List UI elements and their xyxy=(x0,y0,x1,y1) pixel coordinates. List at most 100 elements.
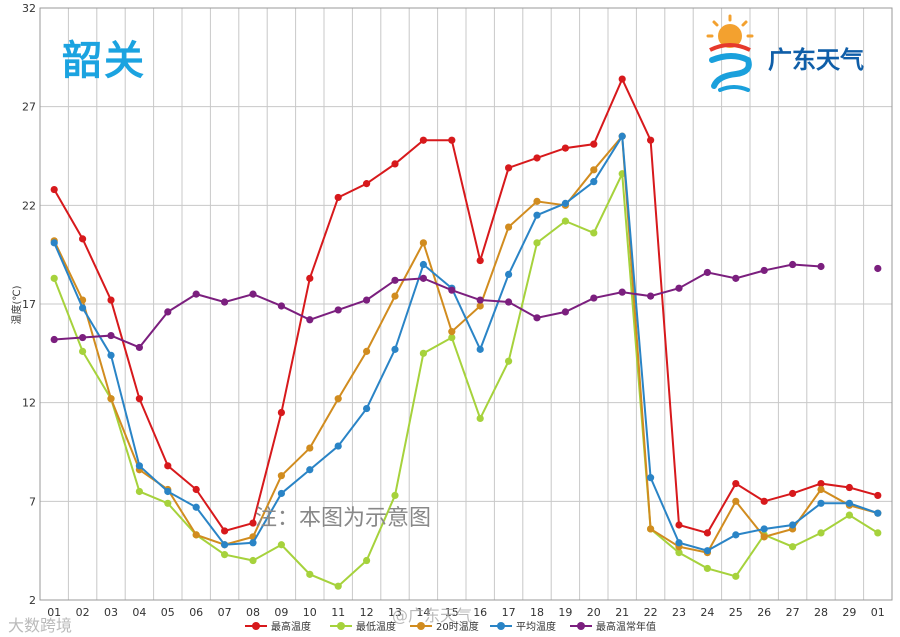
data-point xyxy=(590,229,598,237)
x-tick-label: 21 xyxy=(615,606,629,619)
x-tick-label: 01 xyxy=(871,606,885,619)
x-tick-label: 01 xyxy=(47,606,61,619)
data-point xyxy=(221,527,229,535)
x-tick-label: 06 xyxy=(189,606,203,619)
data-point xyxy=(448,136,456,144)
data-point xyxy=(334,442,342,450)
data-point xyxy=(277,302,285,310)
series-最高温度 xyxy=(50,75,882,537)
data-point xyxy=(561,199,570,207)
data-point xyxy=(505,298,513,306)
data-point xyxy=(561,308,570,316)
data-point xyxy=(107,296,115,304)
data-point xyxy=(448,286,456,294)
x-tick-label: 22 xyxy=(644,606,658,619)
data-point xyxy=(277,541,285,549)
data-point xyxy=(675,284,683,292)
data-point xyxy=(476,256,484,265)
data-point xyxy=(391,292,399,300)
data-point xyxy=(192,503,200,511)
data-point xyxy=(391,276,399,284)
data-point xyxy=(647,136,655,144)
data-point xyxy=(732,274,740,282)
brand-name: 广东天气 xyxy=(768,46,864,74)
data-point xyxy=(703,529,712,537)
data-point xyxy=(505,223,513,231)
data-point xyxy=(874,509,882,517)
legend-item: 最高温常年值 xyxy=(570,620,656,633)
y-axis-label: 温度(℃) xyxy=(10,285,23,324)
y-tick-label: 2 xyxy=(29,594,36,607)
data-point xyxy=(306,570,314,578)
data-point xyxy=(845,499,854,507)
x-tick-label: 12 xyxy=(360,606,374,619)
legend-marker xyxy=(497,622,505,630)
x-tick-label: 17 xyxy=(502,606,516,619)
data-point xyxy=(334,306,342,314)
x-tick-label: 20 xyxy=(587,606,601,619)
series-line xyxy=(54,263,822,349)
legend-label: 最低温度 xyxy=(356,620,396,633)
data-point xyxy=(590,294,598,302)
data-point xyxy=(135,487,143,496)
legend-marker xyxy=(577,622,585,630)
x-tick-label: 25 xyxy=(729,606,743,619)
data-point xyxy=(164,499,172,507)
data-point xyxy=(135,343,143,352)
data-point xyxy=(79,304,87,312)
data-point xyxy=(192,485,200,494)
data-point xyxy=(363,556,371,565)
schematic-note: 注：本图为示意图 xyxy=(255,506,432,531)
legend-label: 20时温度 xyxy=(436,620,479,633)
x-tick-label: 19 xyxy=(558,606,572,619)
x-tick-label: 04 xyxy=(132,606,146,619)
data-point xyxy=(817,262,825,271)
data-point xyxy=(618,75,626,83)
data-point xyxy=(419,260,427,269)
legend-label: 最高温常年值 xyxy=(596,620,656,633)
series-line xyxy=(53,169,879,588)
data-point xyxy=(221,541,229,549)
data-point xyxy=(561,144,570,152)
data-point xyxy=(817,499,825,507)
data-point xyxy=(533,211,541,219)
x-tick-label: 23 xyxy=(672,606,686,619)
watermark-left: 大数跨境 xyxy=(8,616,73,635)
legend-item: 最低温度 xyxy=(330,620,396,633)
x-tick-label: 10 xyxy=(303,606,317,619)
data-point xyxy=(732,497,740,505)
data-point xyxy=(363,347,371,355)
data-point xyxy=(334,193,342,202)
data-point xyxy=(306,444,314,452)
data-point xyxy=(391,345,399,353)
data-point xyxy=(845,483,854,492)
data-point xyxy=(306,316,314,324)
x-tick-label: 13 xyxy=(388,606,402,619)
data-point xyxy=(50,185,58,194)
data-point xyxy=(647,292,655,300)
data-point xyxy=(647,525,655,533)
data-point xyxy=(107,395,115,403)
data-point xyxy=(50,274,58,282)
legend: 最高温度 最低温度 20时温度 平均温度 最高温常年值 xyxy=(245,620,656,633)
x-tick-label: 18 xyxy=(530,606,544,619)
data-point xyxy=(590,166,598,174)
data-point xyxy=(618,288,626,296)
legend-item: 平均温度 xyxy=(490,620,556,633)
data-point xyxy=(590,178,598,186)
data-point xyxy=(50,239,58,247)
data-point xyxy=(363,180,371,188)
data-point xyxy=(760,266,768,275)
data-point xyxy=(306,274,314,282)
data-point xyxy=(675,539,683,547)
x-tick-label: 26 xyxy=(757,606,771,619)
data-point xyxy=(505,164,513,172)
x-tick-label: 14 xyxy=(416,606,430,619)
legend-item: 20时温度 xyxy=(410,620,479,633)
data-point xyxy=(760,497,768,505)
city-title: 韶关 xyxy=(62,38,146,84)
x-tick-label: 07 xyxy=(218,606,232,619)
data-point xyxy=(135,395,143,403)
x-tick-label: 15 xyxy=(445,606,459,619)
data-point xyxy=(135,462,143,470)
